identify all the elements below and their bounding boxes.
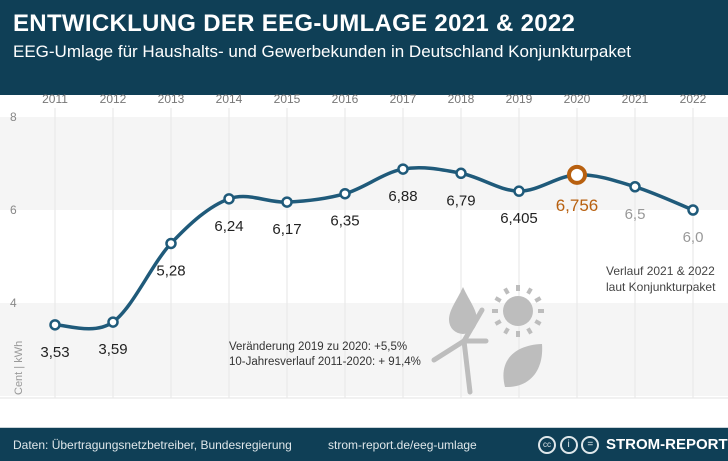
sun-ray bbox=[526, 327, 533, 335]
data-label: 6,35 bbox=[330, 213, 359, 230]
data-label: 6,405 bbox=[500, 210, 538, 227]
data-point bbox=[567, 164, 587, 185]
cc-icon: cc bbox=[538, 436, 556, 454]
data-label: 6,17 bbox=[272, 221, 301, 238]
data-label: 6,5 bbox=[625, 206, 646, 223]
y-tick-label: 8 bbox=[10, 110, 17, 124]
sun-ray bbox=[494, 296, 502, 303]
x-tick-label: 2020 bbox=[564, 92, 591, 106]
sun-ray bbox=[494, 319, 502, 326]
data-point bbox=[107, 316, 119, 328]
change-note: Veränderung 2019 zu 2020: +5,5% bbox=[229, 341, 407, 353]
data-point bbox=[281, 196, 293, 208]
by-icon: i bbox=[559, 436, 578, 454]
projection-note: Verlauf 2021 & 2022 bbox=[606, 264, 715, 278]
x-tick-label: 2022 bbox=[680, 92, 707, 106]
x-tick-label: 2014 bbox=[216, 92, 243, 106]
data-label: 5,28 bbox=[156, 262, 185, 279]
brand-name: STROM-REPORT bbox=[606, 436, 728, 453]
sun-ray bbox=[534, 319, 542, 326]
x-tick-label: 2019 bbox=[506, 92, 533, 106]
x-tick-label: 2013 bbox=[158, 92, 185, 106]
change-note: 10-Jahresverlauf 2011-2020: + 91,4% bbox=[229, 356, 421, 368]
x-tick-label: 2016 bbox=[332, 92, 359, 106]
sun-ray bbox=[503, 287, 510, 295]
chart-subtitle: EEG-Umlage für Haushalts- und Gewerbekun… bbox=[13, 42, 632, 61]
x-tick-label: 2015 bbox=[274, 92, 301, 106]
nd-icon: = bbox=[581, 436, 600, 454]
sun-ray bbox=[526, 287, 533, 295]
data-label: 6,79 bbox=[446, 192, 475, 209]
sun-icon bbox=[503, 296, 533, 326]
x-tick-label: 2011 bbox=[42, 92, 68, 106]
data-point bbox=[629, 181, 641, 193]
data-point bbox=[339, 187, 351, 200]
data-point bbox=[223, 193, 235, 205]
y-tick-label: 4 bbox=[10, 296, 17, 310]
x-tick-label: 2017 bbox=[390, 92, 417, 106]
data-label: 6,24 bbox=[214, 218, 243, 235]
source-text: Daten: Übertragungsnetzbetreiber, Bundes… bbox=[13, 438, 292, 452]
data-point bbox=[455, 167, 467, 180]
x-tick-label: 2012 bbox=[100, 92, 127, 106]
data-point bbox=[165, 237, 177, 250]
leaf-icon bbox=[503, 344, 543, 388]
header: ENTWICKLUNG DER EEG-UMLAGE 2021 & 2022 E… bbox=[0, 0, 728, 95]
data-point bbox=[513, 185, 525, 197]
grid-band bbox=[0, 117, 728, 210]
footer: Daten: Übertragungsnetzbetreiber, Bundes… bbox=[0, 427, 728, 461]
source-link[interactable]: strom-report.de/eeg-umlage bbox=[328, 438, 477, 452]
x-tick-label: 2021 bbox=[622, 92, 649, 106]
license-icons: cc i = bbox=[538, 435, 600, 454]
chart-title: ENTWICKLUNG DER EEG-UMLAGE 2021 & 2022 bbox=[13, 10, 576, 37]
data-label: 3,59 bbox=[98, 341, 127, 358]
grid-band bbox=[0, 303, 728, 396]
chart: 2011 2012 2013 2014 2015 2016 2017 2018 2019 2020… bbox=[0, 92, 728, 399]
y-axis-label: Cent | kWh bbox=[13, 341, 25, 395]
data-label: 3,53 bbox=[40, 344, 69, 361]
water-drop-icon bbox=[449, 287, 477, 334]
data-point bbox=[687, 204, 699, 216]
data-point bbox=[49, 319, 61, 331]
y-tick-label: 6 bbox=[10, 203, 17, 217]
data-label: 6,756 bbox=[556, 196, 599, 215]
data-label: 6,88 bbox=[388, 188, 417, 205]
projection-note: laut Konjunkturpaket bbox=[606, 280, 716, 294]
x-tick-label: 2018 bbox=[448, 92, 475, 106]
data-label: 6,0 bbox=[683, 229, 704, 246]
data-point bbox=[397, 163, 409, 175]
sun-ray bbox=[534, 296, 542, 303]
sun-ray bbox=[503, 327, 510, 335]
turbine-blade bbox=[461, 338, 473, 395]
turbine-blade bbox=[461, 307, 485, 344]
turbine-blade bbox=[431, 338, 467, 363]
